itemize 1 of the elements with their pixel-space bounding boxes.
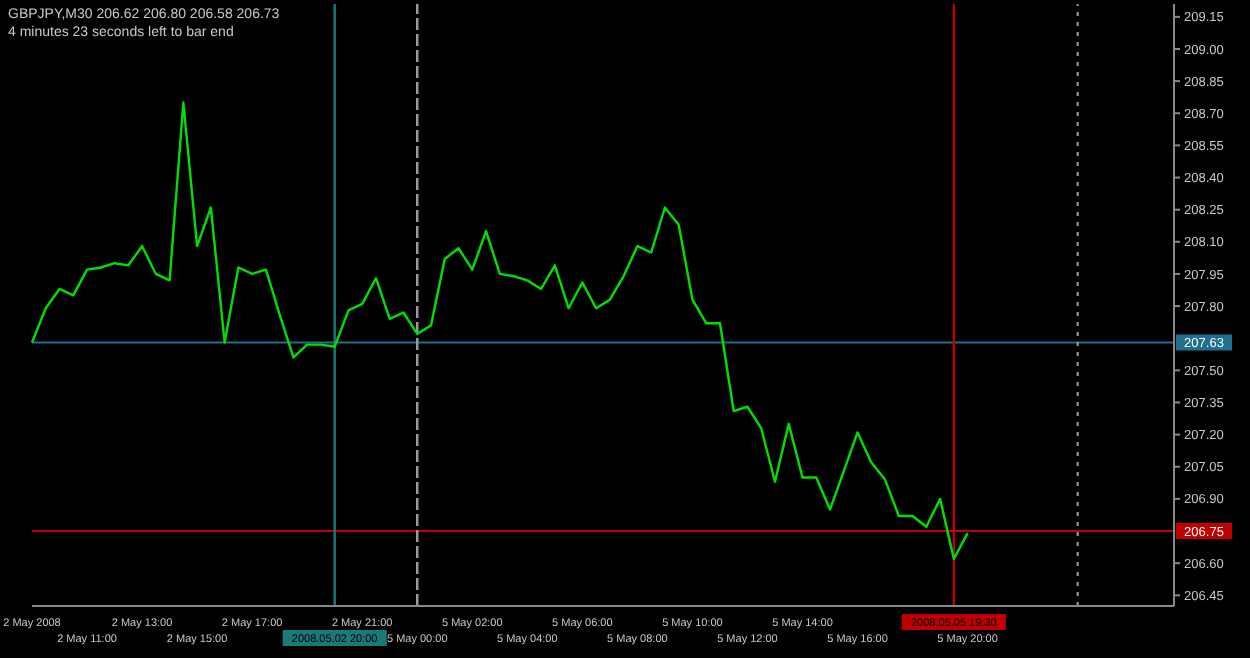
line-series [30, 101, 969, 561]
